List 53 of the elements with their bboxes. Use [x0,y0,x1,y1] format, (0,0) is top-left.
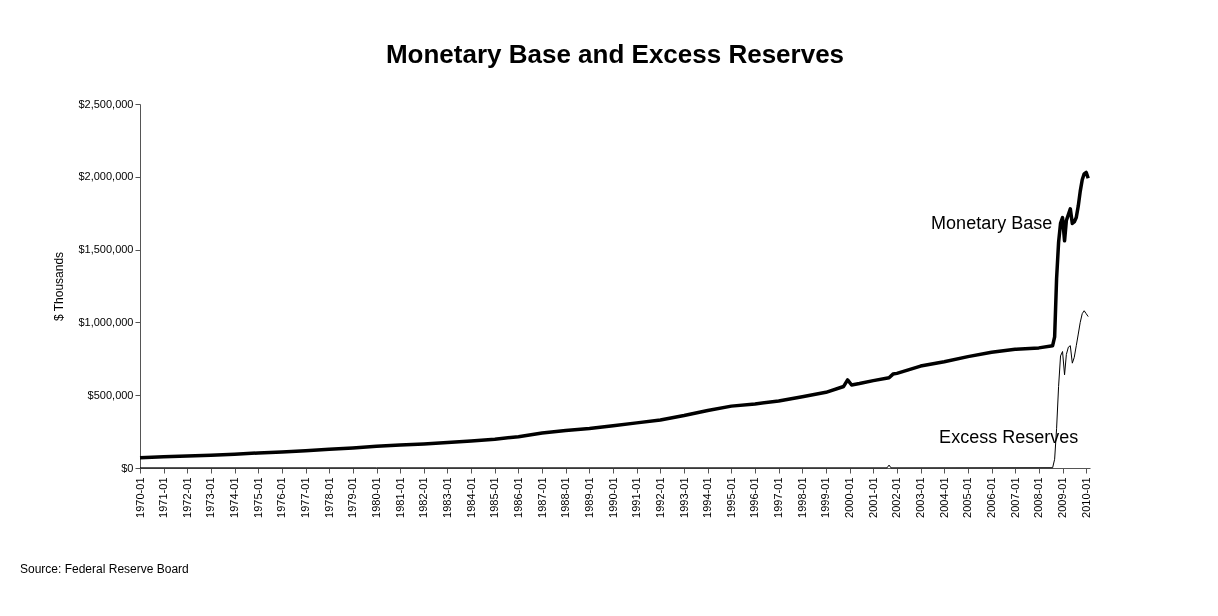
x-tick-label: 1985-01 [488,477,501,518]
x-tick-label: 1975-01 [251,477,264,518]
x-tick-label: 1976-01 [275,477,288,518]
x-tick-label: 1979-01 [346,477,359,518]
x-tick-label: 1978-01 [322,477,335,518]
x-tick-label: 1998-01 [795,477,808,518]
x-tick-label: 1977-01 [299,477,312,518]
y-tick-label: $1,000,000 [78,315,134,328]
x-tick-label: 2005-01 [961,477,974,518]
x-tick-label: 2000-01 [843,477,856,518]
y-tick-label: $0 [121,461,134,474]
x-tick-label: 2006-01 [985,477,998,518]
y-tick-label: $1,500,000 [78,243,134,256]
series-label: Excess Reserves [939,426,1079,447]
x-tick-label: 2002-01 [890,477,903,518]
x-tick-label: 1994-01 [701,477,714,518]
x-tick-label: 2004-01 [937,477,950,518]
y-axis-title: $ Thousands [52,251,67,322]
x-tick-label: 1971-01 [157,477,170,518]
x-tick-label: 1974-01 [228,477,241,518]
x-tick-label: 1989-01 [582,477,595,518]
y-tick-label: $2,500,000 [78,97,134,110]
y-tick-label: $500,000 [87,388,134,401]
x-tick-label: 2007-01 [1008,477,1021,518]
x-tick-label: 1983-01 [440,477,453,518]
x-tick-label: 1991-01 [630,477,643,518]
x-tick-label: 2008-01 [1032,477,1045,518]
x-tick-label: 2010-01 [1079,477,1092,518]
x-tick-label: 1981-01 [393,477,406,518]
x-tick-label: 2001-01 [866,477,879,518]
series-label: Monetary Base [931,213,1053,234]
x-tick-label: 1984-01 [464,477,477,518]
x-tick-label: 2003-01 [914,477,927,518]
x-tick-label: 1986-01 [511,477,524,518]
x-tick-label: 1973-01 [204,477,217,518]
source-note: Source: Federal Reserve Board [20,562,189,576]
x-tick-label: 1996-01 [748,477,761,518]
x-tick-label: 1982-01 [417,477,430,518]
x-tick-label: 1987-01 [535,477,548,518]
x-tick-label: 1980-01 [370,477,383,518]
x-tick-label: 1992-01 [653,477,666,518]
x-tick-label: 1993-01 [677,477,690,518]
x-tick-label: 1970-01 [133,477,146,518]
x-tick-label: 1990-01 [606,477,619,518]
x-tick-label: 1972-01 [180,477,193,518]
chart-title: Monetary Base and Excess Reserves [385,39,845,69]
y-tick-label: $2,000,000 [78,170,134,183]
x-tick-label: 1997-01 [772,477,785,518]
x-tick-label: 1988-01 [559,477,572,518]
line-series [138,170,1090,460]
x-tick-label: 1999-01 [819,477,832,518]
x-tick-label: 1995-01 [724,477,737,518]
x-tick-label: 2009-01 [1056,477,1069,518]
